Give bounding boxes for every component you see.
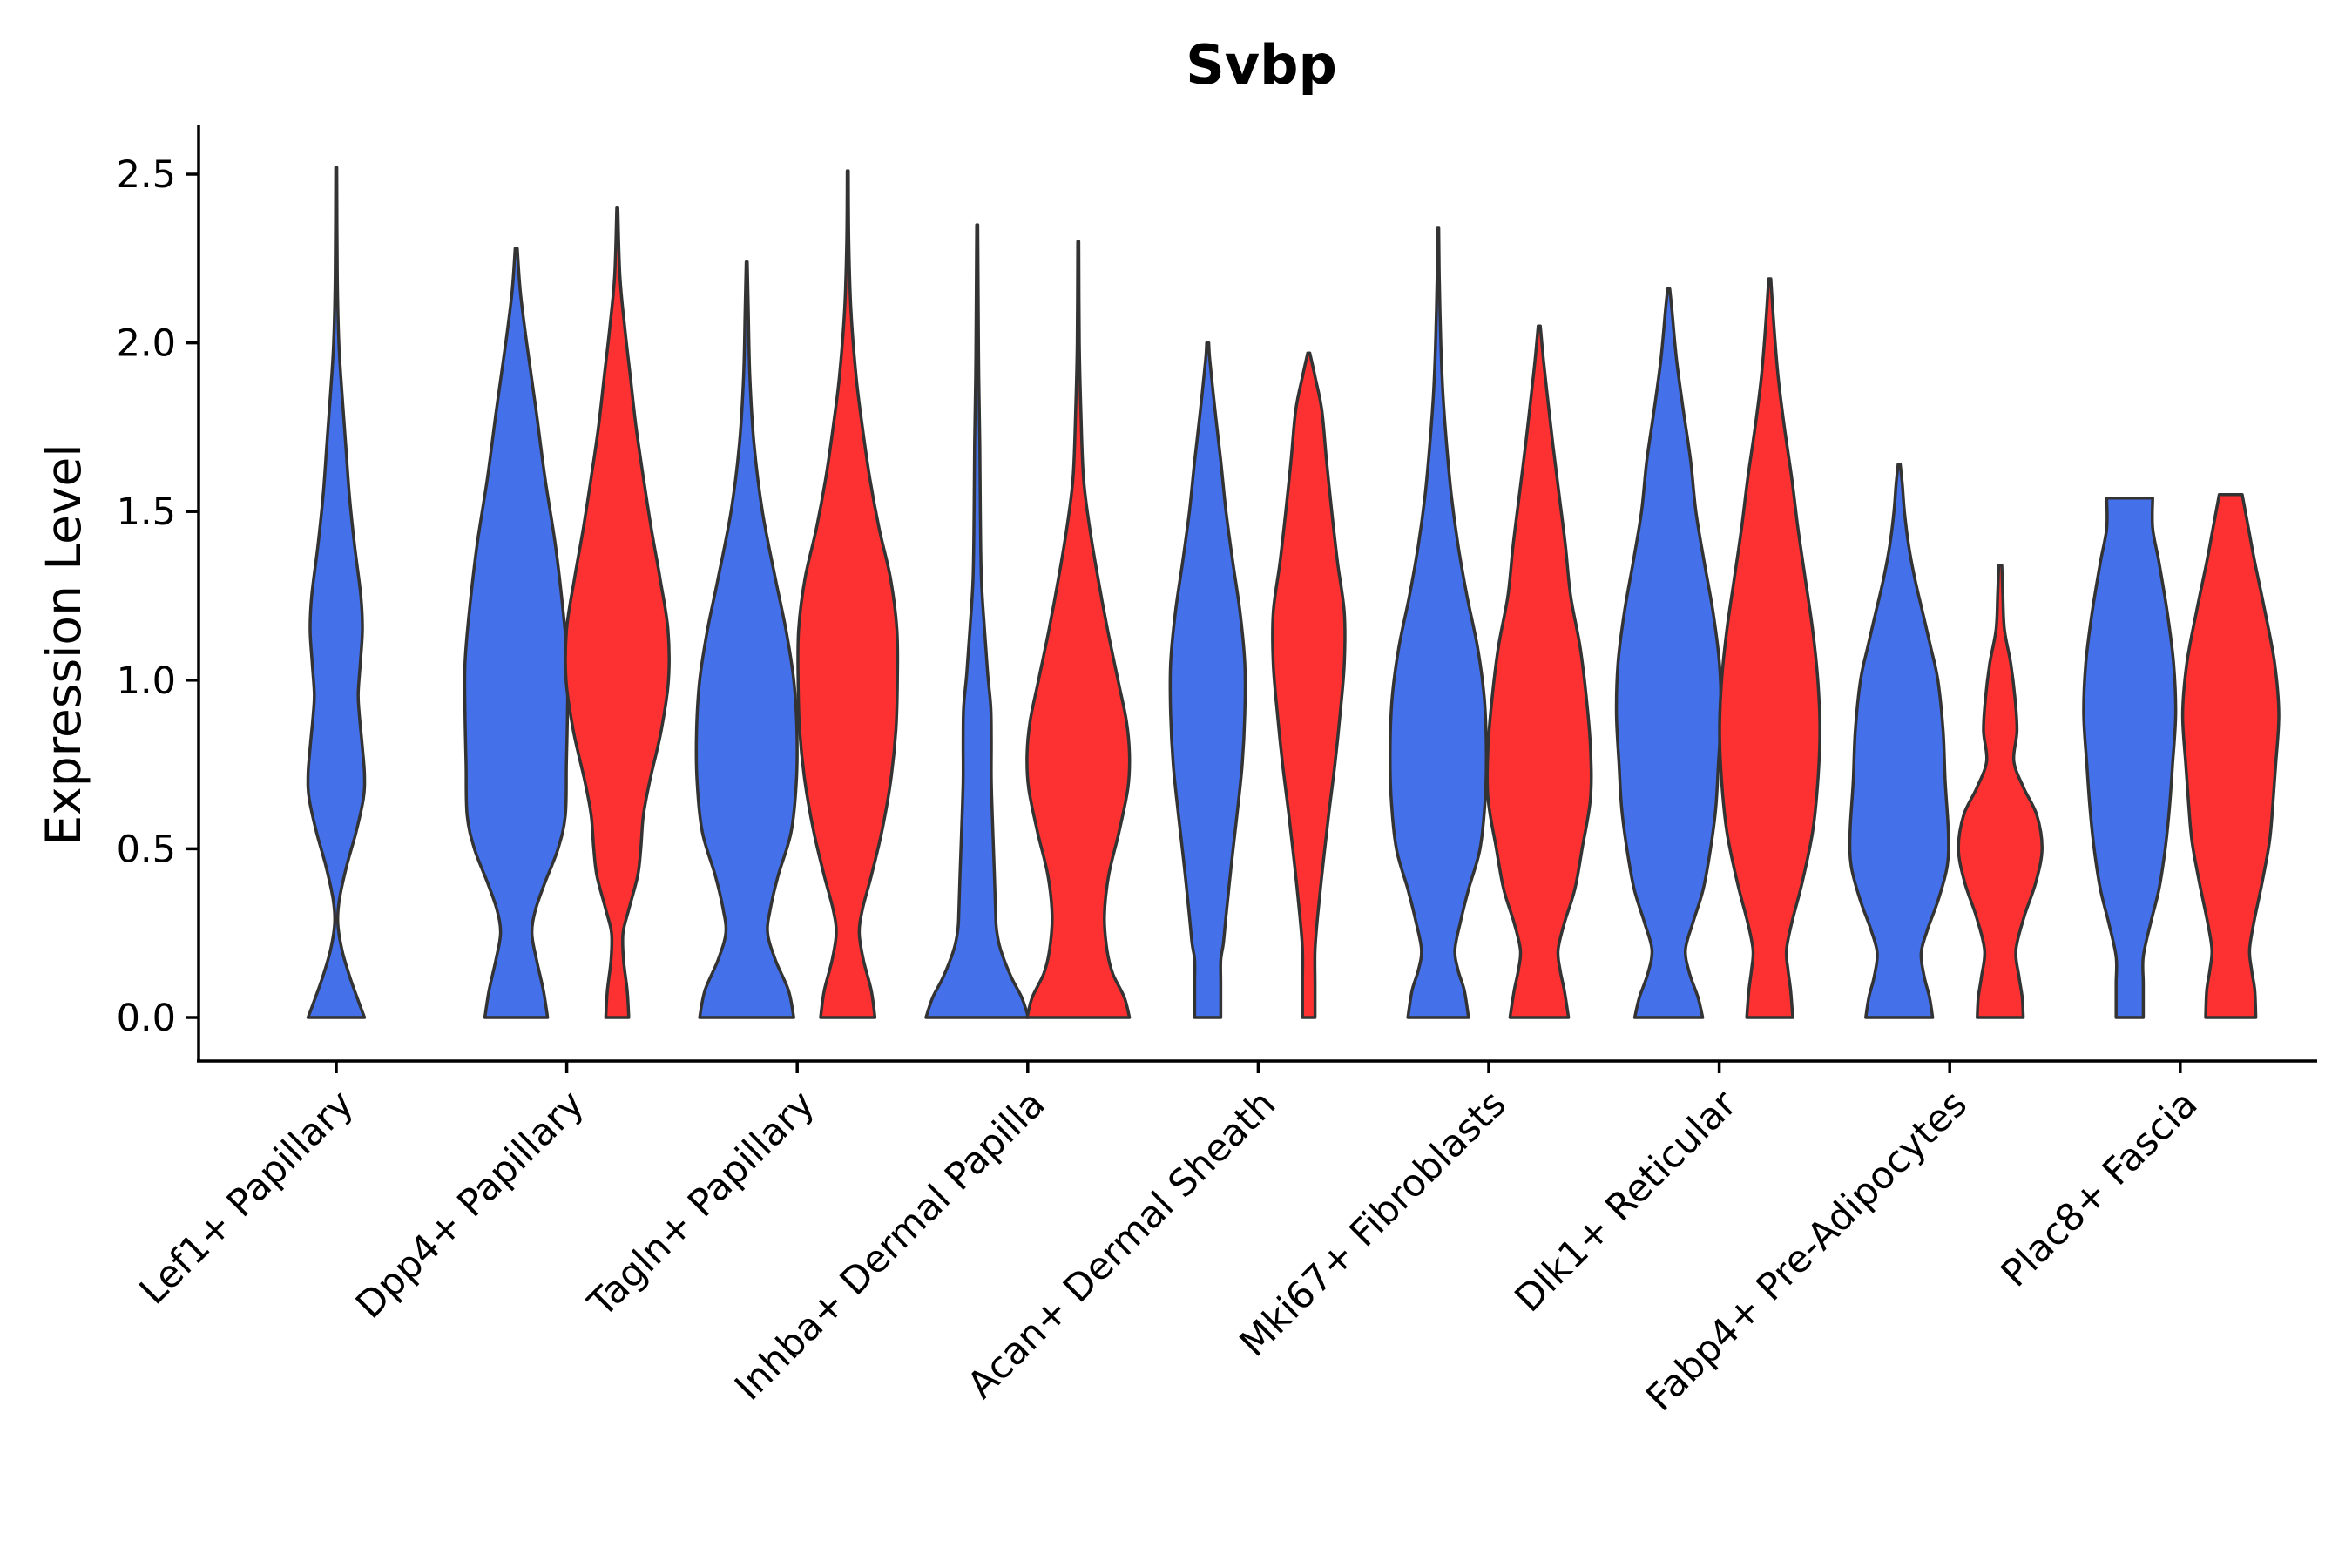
violin-3-red: [796, 169, 900, 1019]
x-tick-label: Dpp4+ Papillary: [348, 1082, 592, 1327]
violin-3-blue: [694, 260, 799, 1019]
y-tick-label: 0.5: [117, 828, 176, 871]
violin-9-red: [2180, 493, 2281, 1019]
x-tick-label: Mki67+ Fibroblasts: [1232, 1082, 1515, 1365]
x-tick-label: Tagln+ Papillary: [579, 1082, 823, 1326]
y-tick-label: 2.0: [117, 322, 176, 366]
violin-2-red: [564, 206, 671, 1019]
violin-6-blue: [1388, 226, 1489, 1019]
violin-9-blue: [2082, 496, 2178, 1019]
x-tick-label: Plac8+ Fascia: [1993, 1082, 2207, 1295]
violin-8-red: [1957, 564, 2044, 1019]
violin-1-blue: [306, 166, 367, 1019]
violin-4-blue: [924, 223, 1031, 1019]
x-tick-label: Lef1+ Papillary: [132, 1082, 362, 1313]
violin-5-red: [1271, 351, 1347, 1019]
y-tick-label: 1.5: [117, 490, 176, 534]
violin-4-red: [1025, 240, 1132, 1019]
x-tick-label: Dlk1+ Reticular: [1507, 1082, 1746, 1321]
violins-group: [306, 166, 2281, 1019]
violin-5-blue: [1168, 341, 1247, 1019]
violin-7-red: [1718, 277, 1821, 1019]
chart-title: Svbp: [1186, 33, 1337, 97]
violin-7-blue: [1614, 287, 1723, 1019]
y-ticks-group: 0.0 0.5 1.0 1.5 2.0 2.5: [117, 153, 199, 1040]
violin-2-blue: [463, 247, 570, 1019]
y-tick-label: 1.0: [117, 659, 176, 703]
y-tick-label: 0.0: [117, 997, 176, 1040]
y-axis-label: Expression Level: [36, 443, 91, 845]
violin-8-blue: [1848, 463, 1950, 1019]
y-tick-label: 2.5: [117, 153, 176, 197]
violin-6-red: [1485, 324, 1593, 1019]
